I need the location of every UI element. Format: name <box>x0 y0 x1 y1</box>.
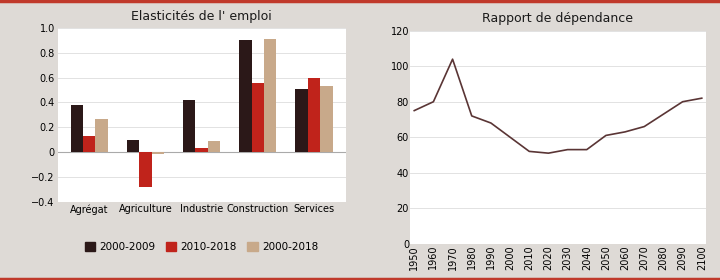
Bar <box>71 105 83 152</box>
Bar <box>83 136 96 152</box>
Bar <box>295 89 307 152</box>
Title: Elasticités de l' emploi: Elasticités de l' emploi <box>131 10 272 23</box>
Bar <box>195 148 208 152</box>
Bar <box>239 40 251 152</box>
Bar <box>127 140 139 152</box>
Bar <box>264 39 276 152</box>
Bar <box>96 118 108 152</box>
Bar <box>251 83 264 152</box>
Bar <box>152 152 164 155</box>
Bar <box>208 141 220 152</box>
Bar <box>320 86 333 152</box>
Bar <box>183 100 195 152</box>
Title: Rapport de dépendance: Rapport de dépendance <box>482 13 634 25</box>
Legend: 2000-2009, 2010-2018, 2000-2018: 2000-2009, 2010-2018, 2000-2018 <box>81 238 323 256</box>
Bar <box>139 152 152 187</box>
Bar <box>307 78 320 152</box>
